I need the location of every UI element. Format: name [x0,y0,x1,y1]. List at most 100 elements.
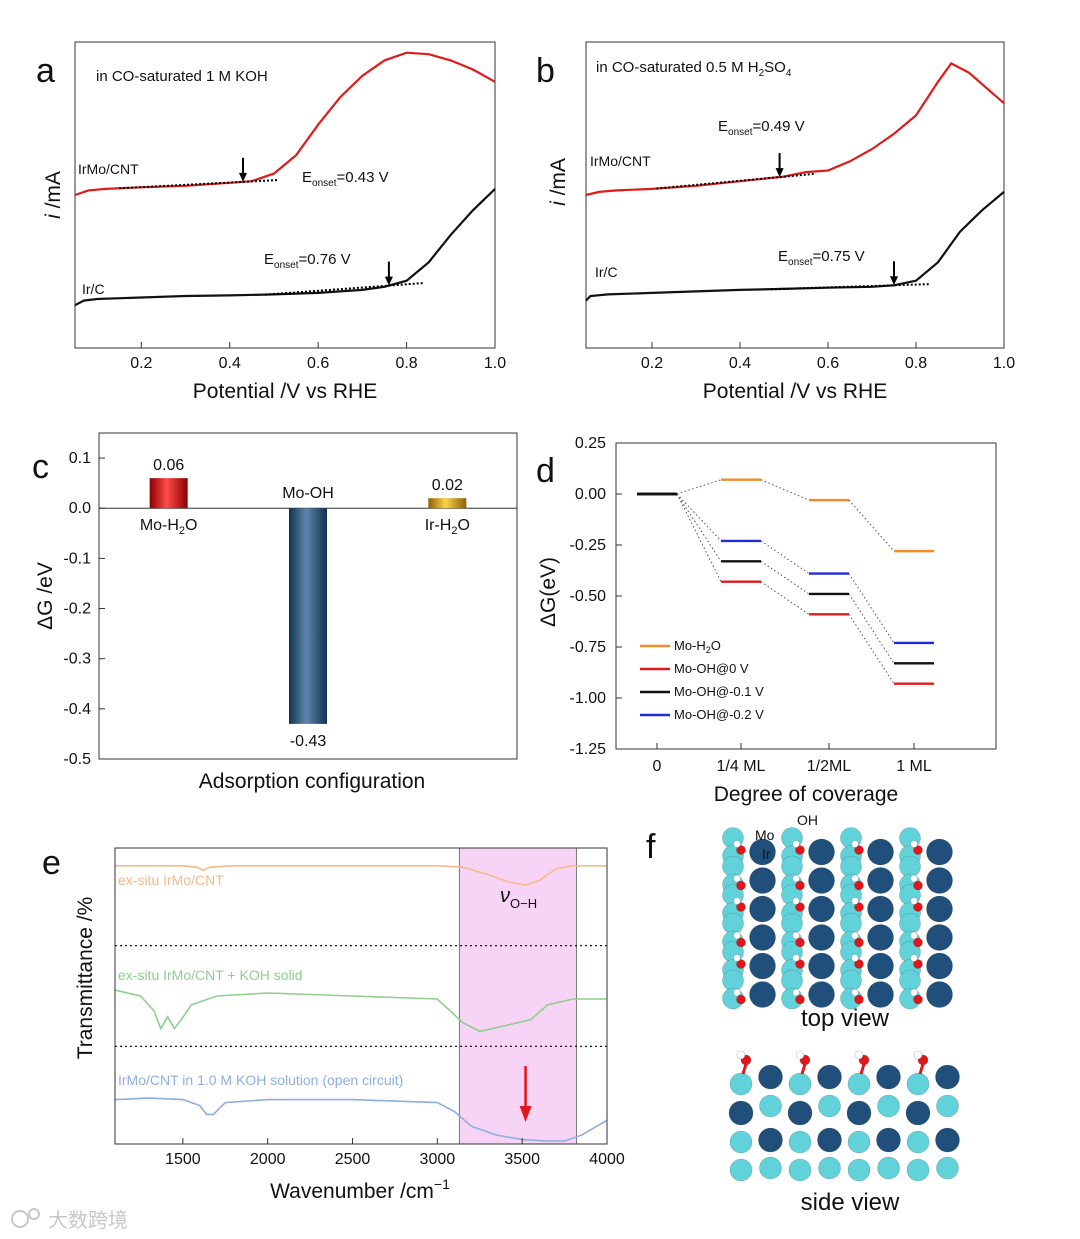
panel-a-series-label-irmo: IrMo/CNT [78,161,139,177]
panel-f-label-mo: Mo [755,827,775,843]
panel-c-bar-2-category-tail: O [457,517,469,534]
panel-c-bar-0-category-tail: O [185,517,197,534]
panel-d-xtick-label-1: 1/4 ML [717,758,766,775]
panel-e-series-2-line [114,1097,608,1142]
panel-f-side-mo-atom [847,1158,871,1182]
panel-e-series-label-0: ex-situ IrMo/CNT [118,872,224,888]
panel-f-top-hydrogen-atom [851,954,859,962]
panel-f-top-hydrogen-atom [792,931,800,940]
panel-e-band-label: νO−H [500,885,537,911]
panel-b-xtick-label-0: 0.2 [641,355,663,372]
panel-a-xlabel: Potential /V vs RHE [193,380,377,403]
panel-b-frame [585,41,1005,349]
panel-f-top-ir-atom [808,867,835,894]
panel-c-bar-0 [149,478,188,509]
panel-e-xtick-label-5: 4000 [589,1151,625,1168]
panel-a-series-1-baseline [265,281,425,296]
panel-d-legend-label-0: Mo-H2O [674,638,721,655]
panel-f-top-oxygen-atom [854,994,864,1005]
panel-f-top-ir-atom [926,895,953,923]
panel-f-top-oxygen-atom [736,902,746,912]
panel-e-xtick-label-2: 2500 [335,1151,371,1168]
panel-f-top-ir-atom [749,838,776,866]
panel-c-letter: c [32,448,49,486]
panel-f-top-ir-atom [867,952,894,980]
panel-f-top-ir-atom [926,924,953,951]
panel-a-xtick-label-4: 1.0 [484,355,506,372]
panel-d-series-3-connector-2 [760,540,810,574]
panel-f-top-hydrogen-atom [910,988,918,997]
panel-f-side-ir-atom [787,1100,813,1126]
panel-d-xtick-label-2: 1/2ML [807,758,852,775]
panel-c-ylabel: ΔG /eV [34,562,57,630]
panel-f-top-hydrogen-atom [851,840,859,848]
panel-f-side-bond [859,1063,866,1075]
panel-a-ylabel: i /mA [42,171,65,219]
panel-b-series-1-onset-arrow-icon [890,276,898,286]
panel-f-side-mo-atom [788,1072,812,1096]
panel-c-xlabel: Adsorption configuration [199,770,425,793]
panel-f-side-mo-atom [729,1158,753,1182]
panel-e-series-label-1: ex-situ IrMo/CNT + KOH solid [118,967,303,983]
panel-b-series-1-baseline [770,283,930,291]
panel-e-series-1-line [114,989,607,1033]
panel-c-bar-0-value-label: 0.06 [153,457,184,474]
panel-f-top-hydrogen-atom [792,840,800,848]
panel-d-legend-label-0-tail: O [711,638,721,653]
panel-f-top-oxygen-atom [736,959,746,969]
panel-f-top-ir-atom [808,952,835,980]
panel-b-series-label-irc: Ir/C [595,264,618,280]
panel-f-top-ir-atom [926,952,953,980]
panel-b-xtick-label-2: 0.6 [817,355,839,372]
panel-e-series-label-2: IrMo/CNT in 1.0 M KOH solution (open cir… [118,1072,403,1088]
panel-f-side-mo-atom [759,1156,782,1180]
panel-c-bar-0-category-sub: 2 [179,525,185,537]
panel-f-top-oxygen-atom [736,937,746,948]
panel-f-side-mo-atom [877,1156,900,1180]
panel-d-series-0-connector-2 [760,479,810,501]
panel-d-legend-label-3-main: Mo-OH@-0.2 V [674,707,764,722]
panel-c-bar-0-category-label: Mo-H2O [140,517,198,537]
panel-d-series-2-connector-3 [848,593,895,664]
panel-c-ytick-label-6: -0.5 [63,751,91,768]
panel-d-letter: d [536,452,555,490]
panel-a-frame [74,41,496,349]
panel-f-top-oxygen-atom [795,994,805,1005]
panel-f-top-hydrogen-atom [910,897,918,905]
panel-f-side-view [728,1050,960,1182]
panel-a-series-0-onset-arrow-icon [239,172,247,182]
panel-f-top-ir-atom [926,981,953,1008]
panel-f-top-oxygen-atom [795,937,805,948]
panel-f-top-ir-atom [926,867,953,894]
panel-f-top-hydrogen-atom [792,897,800,905]
watermark-logo-icon [11,1210,29,1228]
panel-f-top-oxygen-atom [854,845,864,855]
panel-c-bar-2-category-label: Ir-H2O [425,517,470,537]
panel-f-top-hydrogen-atom [851,988,859,997]
panel-b-series-1-line [585,191,1005,302]
panel-f-label-oh: OH [797,812,818,828]
panel-f-top-ir-atom [749,895,776,923]
panel-a-xtick-label-3: 0.8 [395,355,417,372]
panel-c-frame [98,432,518,760]
panel-d-series-2-connector-2 [760,560,810,595]
panel-f-side-mo-atom [788,1158,812,1182]
panel-f-side-hydrogen-atom [736,1050,746,1060]
panel-a-xtick-label-1: 0.4 [219,355,241,372]
panel-b-letter: b [536,52,555,90]
panel-d-ylabel: ΔG(eV) [537,557,560,627]
panel-c-bar-2-value-label: 0.02 [432,477,463,494]
panel-f-top-ir-atom [749,952,776,980]
panel-f-top-hydrogen-atom [910,840,918,848]
panel-a-letter: a [36,52,55,90]
panel-b-onset-label-irmo: Eonset=0.49 V [718,118,805,138]
panel-f-top-hydrogen-atom [851,897,859,905]
panel-f-letter: f [646,828,656,866]
panel-a-series-1-line [74,188,496,307]
panel-b-series-0-baseline [656,172,815,190]
panel-f-top-ir-atom [926,838,953,866]
panel-b-xtick-label-4: 1.0 [993,355,1015,372]
panel-f-top-oxygen-atom [854,959,864,969]
panel-f-top-ir-atom [867,838,894,866]
panel-a-onset-label-irmo: Eonset=0.43 V [302,169,389,189]
